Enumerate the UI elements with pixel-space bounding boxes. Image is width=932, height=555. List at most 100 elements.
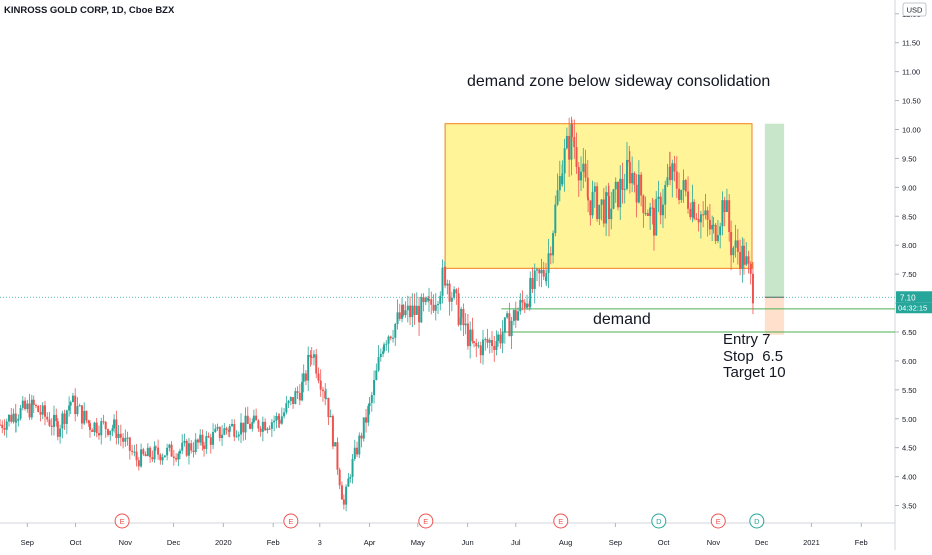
- candle: [131, 444, 134, 456]
- candle: [379, 348, 382, 362]
- candle: [584, 149, 587, 182]
- candle: [231, 419, 234, 427]
- candle: [404, 301, 407, 318]
- last-price-value: 7.10: [900, 293, 916, 302]
- candle: [221, 425, 224, 446]
- candle: [97, 425, 100, 440]
- candle: [571, 119, 574, 142]
- target-profit-zone[interactable]: [764, 123, 785, 298]
- candle: [619, 165, 622, 220]
- candle: [336, 437, 339, 475]
- demand-annotation[interactable]: demand: [593, 311, 651, 328]
- candle: [95, 417, 98, 438]
- candle: [214, 424, 217, 433]
- candle: [545, 269, 548, 287]
- candle: [716, 220, 719, 244]
- candle: [605, 185, 608, 237]
- dividend-marker[interactable]: D: [749, 513, 765, 529]
- time-tick-label: Jun: [462, 538, 474, 547]
- earnings-marker[interactable]: E: [553, 513, 569, 529]
- price-tick-label: 5.00: [902, 415, 917, 424]
- time-tick-label: Aug: [559, 538, 572, 547]
- earnings-marker[interactable]: E: [283, 513, 299, 529]
- earnings-marker[interactable]: E: [114, 513, 130, 529]
- candle: [275, 412, 278, 429]
- candle: [554, 195, 557, 237]
- candle: [71, 392, 74, 403]
- candle: [353, 439, 356, 461]
- candle: [178, 448, 181, 460]
- entry-annotation[interactable]: Entry 7: [723, 331, 771, 348]
- candle: [642, 194, 645, 228]
- candle: [745, 242, 748, 267]
- zone-title-annotation[interactable]: demand zone below sideway consolidation: [467, 73, 770, 90]
- event-marker-letter: D: [754, 517, 760, 526]
- price-tick-label: 10.00: [902, 125, 921, 134]
- candle: [91, 428, 94, 433]
- dividend-marker[interactable]: D: [651, 513, 667, 529]
- candle: [237, 431, 240, 441]
- candle: [351, 453, 354, 484]
- candle: [358, 432, 361, 459]
- candle: [102, 414, 105, 425]
- candle: [625, 142, 628, 191]
- candle: [655, 191, 658, 236]
- candle: [602, 187, 605, 228]
- earnings-marker[interactable]: E: [710, 513, 726, 529]
- candle: [577, 162, 580, 197]
- price-tick-label: 6.50: [902, 328, 917, 337]
- candle: [304, 369, 307, 386]
- candle: [503, 317, 506, 344]
- candle: [448, 280, 451, 316]
- candle: [216, 423, 219, 432]
- candle: [575, 132, 578, 174]
- time-tick-label: 3: [318, 538, 322, 547]
- candle: [319, 369, 322, 397]
- currency-badge[interactable]: [902, 2, 927, 17]
- candle: [437, 300, 440, 314]
- candle: [728, 194, 731, 242]
- candle: [482, 329, 485, 365]
- candle: [235, 430, 238, 438]
- candle: [637, 160, 640, 204]
- event-marker-letter: E: [288, 517, 293, 526]
- candle: [161, 453, 164, 465]
- candle: [434, 293, 437, 321]
- candle: [659, 192, 662, 225]
- candle: [240, 413, 243, 444]
- stop-annotation[interactable]: Stop 6.5: [723, 348, 783, 365]
- candle: [7, 414, 10, 427]
- candle: [135, 443, 138, 467]
- candle: [495, 330, 498, 356]
- candle: [540, 258, 543, 288]
- candle: [402, 304, 405, 317]
- candle: [462, 303, 465, 336]
- candle: [596, 182, 599, 222]
- earnings-marker[interactable]: E: [418, 513, 434, 529]
- supply-consolidation-zone[interactable]: [444, 123, 753, 269]
- candle: [457, 287, 460, 327]
- candle: [309, 350, 312, 367]
- target-annotation[interactable]: Target 10: [723, 364, 786, 381]
- candle: [310, 347, 313, 365]
- candle: [149, 446, 152, 463]
- candle: [739, 239, 742, 276]
- event-marker-letter: E: [716, 517, 721, 526]
- candle: [501, 320, 504, 354]
- candle: [373, 370, 376, 404]
- candle: [712, 216, 715, 234]
- candle: [428, 287, 431, 312]
- time-tick-label: Apr: [364, 538, 376, 547]
- candle: [21, 396, 24, 411]
- candle: [398, 303, 401, 321]
- candle: [521, 290, 524, 311]
- candle: [661, 188, 664, 229]
- candle: [17, 414, 20, 427]
- candle: [190, 440, 193, 454]
- stop-loss-zone[interactable]: [764, 297, 785, 335]
- candle: [356, 441, 359, 458]
- candle: [24, 397, 27, 411]
- candle: [315, 348, 318, 379]
